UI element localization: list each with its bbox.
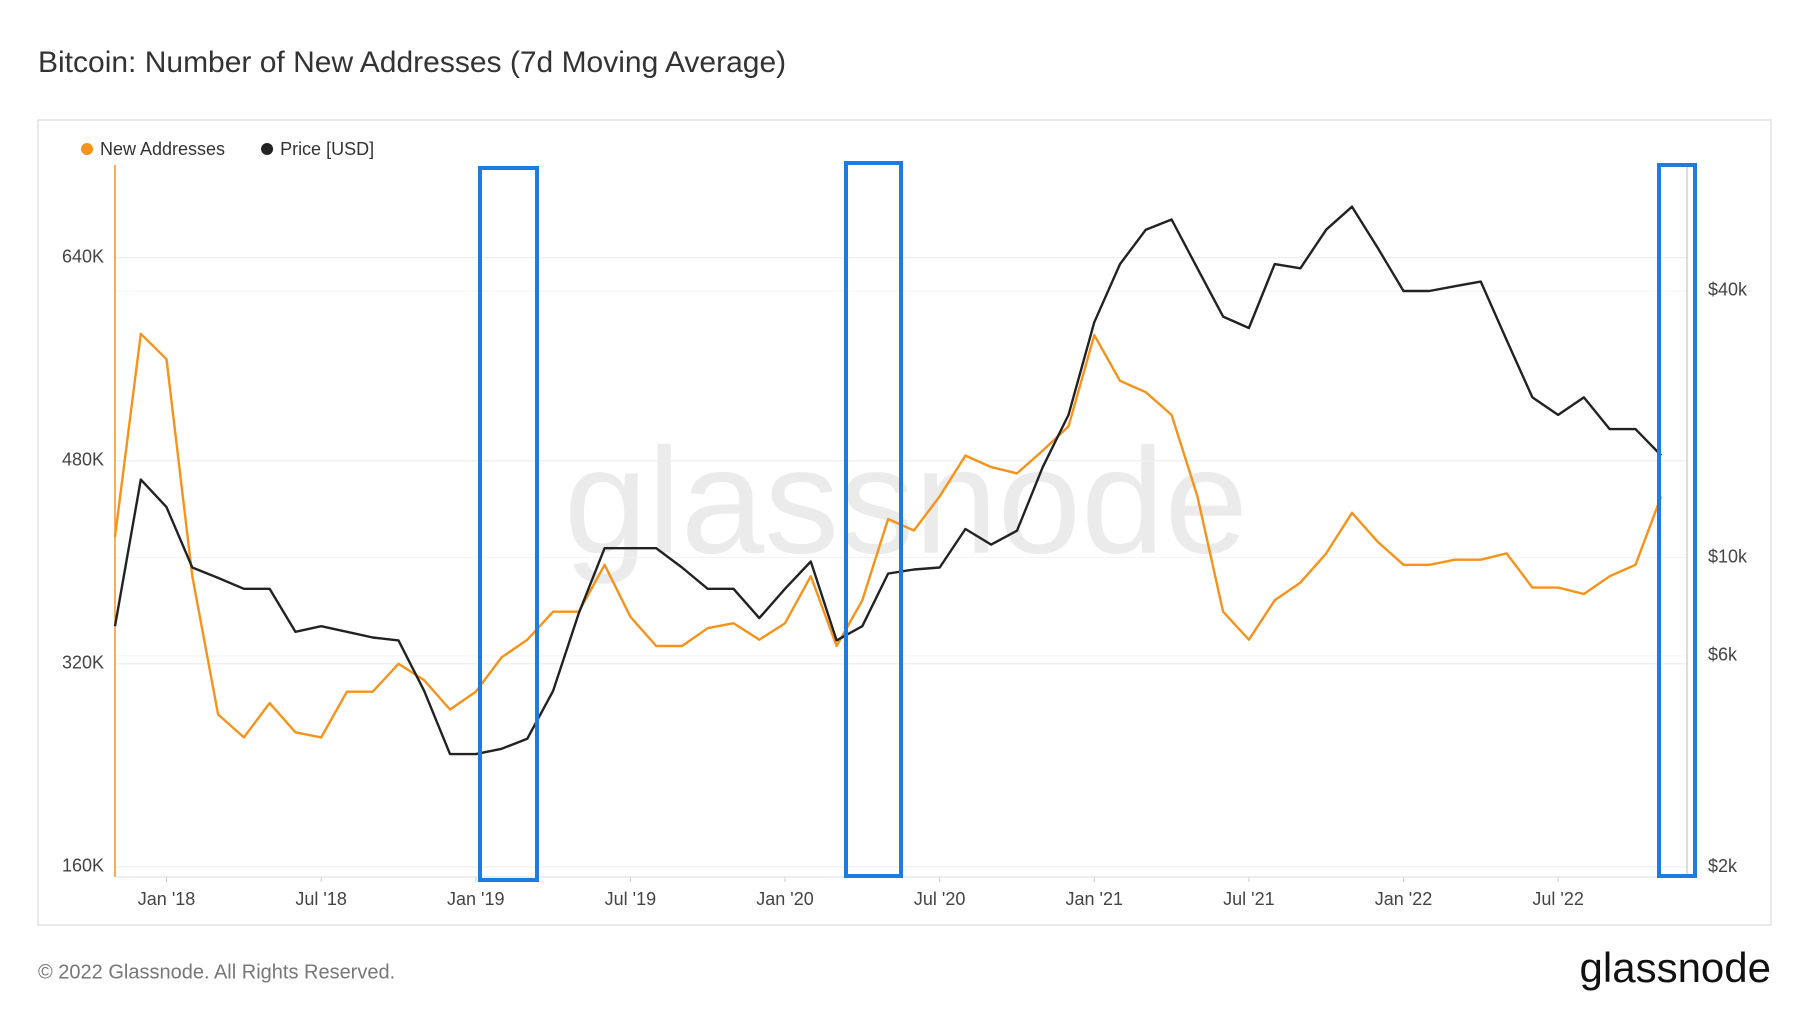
x-tick-label: Jan '19: [447, 889, 504, 909]
y2-tick-label: $40k: [1708, 280, 1748, 300]
legend-label: Price [USD]: [280, 139, 374, 159]
x-tick-label: Jul '18: [295, 889, 346, 909]
x-tick-label: Jul '20: [914, 889, 965, 909]
highlight-box: [478, 166, 539, 882]
legend-label: New Addresses: [100, 139, 225, 159]
watermark: glassnode: [564, 417, 1248, 585]
highlight-box: [1657, 163, 1697, 878]
legend-marker: [261, 143, 274, 155]
logo: glassnode: [1580, 944, 1771, 991]
y-tick-label: 480K: [62, 449, 104, 469]
x-tick-label: Jul '22: [1532, 889, 1583, 909]
copyright: © 2022 Glassnode. All Rights Reserved.: [38, 961, 395, 983]
x-tick-label: Jul '21: [1223, 889, 1274, 909]
x-tick-label: Jan '18: [138, 889, 195, 909]
y2-tick-label: $2k: [1708, 856, 1738, 876]
legend-marker: [81, 143, 93, 155]
y-tick-label: 320K: [62, 653, 104, 673]
y-tick-label: 160K: [62, 856, 104, 876]
y2-tick-label: $6k: [1708, 645, 1738, 665]
series-line: [113, 205, 1663, 756]
x-tick-label: Jan '22: [1375, 889, 1432, 909]
series-line: [113, 332, 1663, 739]
y2-tick-label: $10k: [1708, 546, 1748, 566]
x-tick-label: Jan '21: [1066, 889, 1123, 909]
chart-title: Bitcoin: Number of New Addresses (7d Mov…: [38, 46, 786, 79]
y-tick-label: 640K: [62, 246, 104, 266]
highlight-box: [844, 161, 903, 878]
x-tick-label: Jul '19: [605, 889, 656, 909]
chart-frame: [37, 119, 1772, 926]
x-tick-label: Jan '20: [756, 889, 813, 909]
